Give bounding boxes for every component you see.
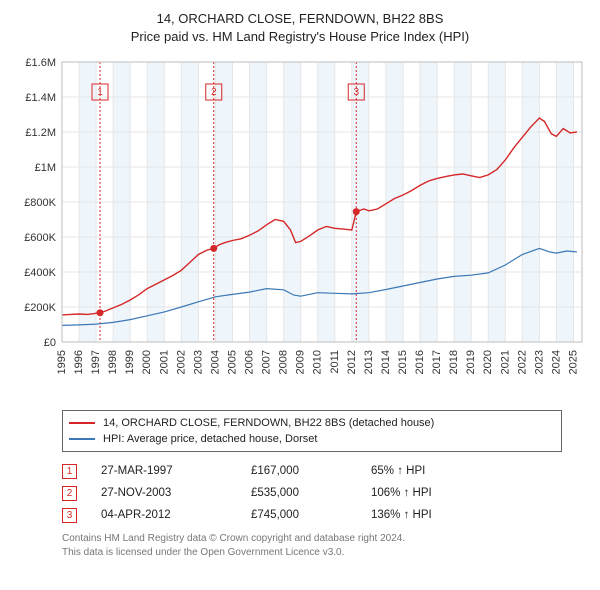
svg-text:3: 3 — [353, 88, 359, 99]
svg-text:1996: 1996 — [73, 350, 85, 374]
footer-line-1: Contains HM Land Registry data © Crown c… — [62, 532, 562, 546]
legend: 14, ORCHARD CLOSE, FERNDOWN, BH22 8BS (d… — [62, 410, 562, 452]
svg-text:2021: 2021 — [499, 350, 511, 374]
svg-text:2000: 2000 — [141, 350, 153, 374]
price-chart: £0 £200K £400K £600K £800K £1M £1.2M £1.4M £1.6M… — [12, 54, 588, 404]
title-address: 14, ORCHARD CLOSE, FERNDOWN, BH22 8BS — [12, 10, 588, 28]
svg-text:1997: 1997 — [90, 350, 102, 374]
sale-price: £167,000 — [251, 465, 371, 477]
svg-text:£400K: £400K — [24, 267, 56, 279]
legend-swatch — [69, 422, 95, 424]
footer-attribution: Contains HM Land Registry data © Crown c… — [62, 532, 562, 559]
sale-marker: 3 — [62, 508, 77, 523]
svg-text:£600K: £600K — [24, 232, 56, 244]
svg-text:2: 2 — [211, 88, 217, 99]
svg-text:2013: 2013 — [363, 350, 375, 374]
svg-text:£1.6M: £1.6M — [25, 57, 56, 69]
svg-text:2010: 2010 — [312, 350, 324, 374]
svg-text:2015: 2015 — [397, 350, 409, 374]
sale-hpi: 65% ↑ HPI — [371, 465, 562, 477]
svg-text:2007: 2007 — [261, 350, 273, 374]
svg-text:2025: 2025 — [567, 350, 579, 374]
sale-row: 3 04-APR-2012£745,000136% ↑ HPI — [62, 504, 562, 526]
svg-text:2006: 2006 — [244, 350, 256, 374]
svg-text:2003: 2003 — [192, 350, 204, 374]
svg-text:2024: 2024 — [550, 350, 562, 374]
sale-marker: 2 — [62, 486, 77, 501]
svg-text:2014: 2014 — [380, 350, 392, 374]
svg-text:2017: 2017 — [431, 350, 443, 374]
sale-hpi: 136% ↑ HPI — [371, 509, 562, 521]
svg-text:2004: 2004 — [209, 350, 221, 374]
title-subtitle: Price paid vs. HM Land Registry's House … — [12, 28, 588, 46]
svg-text:2001: 2001 — [158, 350, 170, 374]
sale-marker: 1 — [62, 464, 77, 479]
svg-text:2022: 2022 — [516, 350, 528, 374]
sale-price: £535,000 — [251, 487, 371, 499]
svg-text:2020: 2020 — [482, 350, 494, 374]
svg-text:2018: 2018 — [448, 350, 460, 374]
svg-text:2011: 2011 — [329, 350, 341, 374]
legend-item: HPI: Average price, detached house, Dors… — [69, 431, 555, 447]
sale-hpi: 106% ↑ HPI — [371, 487, 562, 499]
footer-line-2: This data is licensed under the Open Gov… — [62, 546, 562, 560]
svg-text:2005: 2005 — [226, 350, 238, 374]
svg-text:£800K: £800K — [24, 197, 56, 209]
legend-swatch — [69, 438, 95, 440]
svg-text:£200K: £200K — [24, 302, 56, 314]
legend-label: HPI: Average price, detached house, Dors… — [103, 433, 317, 445]
chart-svg: £0 £200K £400K £600K £800K £1M £1.2M £1.4M £1.6M… — [12, 54, 588, 404]
sale-row: 2 27-NOV-2003£535,000106% ↑ HPI — [62, 482, 562, 504]
sale-price: £745,000 — [251, 509, 371, 521]
sale-date: 04-APR-2012 — [101, 509, 251, 521]
sales-table: 1 27-MAR-1997£167,00065% ↑ HPI 2 27-NOV-200… — [62, 460, 562, 526]
svg-text:2019: 2019 — [465, 350, 477, 374]
svg-text:1999: 1999 — [124, 350, 136, 374]
svg-text:2009: 2009 — [295, 350, 307, 374]
svg-text:2008: 2008 — [278, 350, 290, 374]
svg-text:1998: 1998 — [107, 350, 119, 374]
svg-text:2002: 2002 — [175, 350, 187, 374]
legend-item: 14, ORCHARD CLOSE, FERNDOWN, BH22 8BS (d… — [69, 415, 555, 431]
svg-text:2023: 2023 — [533, 350, 545, 374]
svg-text:1995: 1995 — [56, 350, 68, 374]
svg-text:£1M: £1M — [35, 162, 56, 174]
svg-text:2012: 2012 — [346, 350, 358, 374]
svg-text:£1.2M: £1.2M — [25, 127, 56, 139]
sale-row: 1 27-MAR-1997£167,00065% ↑ HPI — [62, 460, 562, 482]
svg-text:2016: 2016 — [414, 350, 426, 374]
sale-date: 27-MAR-1997 — [101, 465, 251, 477]
svg-text:£1.4M: £1.4M — [25, 92, 56, 104]
svg-text:£0: £0 — [44, 337, 56, 349]
svg-text:1: 1 — [97, 88, 103, 99]
sale-date: 27-NOV-2003 — [101, 487, 251, 499]
chart-container: 14, ORCHARD CLOSE, FERNDOWN, BH22 8BS Pr… — [0, 0, 600, 567]
legend-label: 14, ORCHARD CLOSE, FERNDOWN, BH22 8BS (d… — [103, 417, 434, 429]
